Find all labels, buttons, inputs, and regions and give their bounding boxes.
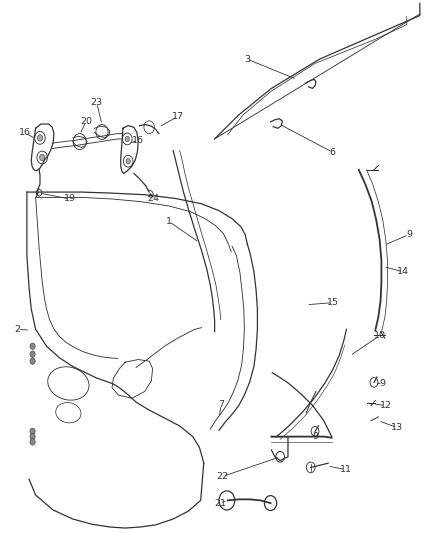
Text: 21: 21 [214,498,226,507]
Circle shape [125,136,130,142]
Circle shape [30,351,35,358]
Text: 13: 13 [391,423,403,432]
Text: 6: 6 [329,148,336,157]
Text: 9: 9 [312,432,318,441]
Text: 1: 1 [166,217,172,226]
Text: 20: 20 [80,117,92,126]
Text: 2: 2 [14,325,20,334]
Circle shape [30,439,35,445]
Circle shape [30,433,35,440]
Text: 7: 7 [218,400,224,409]
Circle shape [39,155,45,161]
Text: 14: 14 [397,268,409,276]
Text: 10: 10 [374,331,386,340]
Text: 12: 12 [380,401,392,410]
Text: 19: 19 [64,195,76,204]
Text: 3: 3 [244,55,251,63]
Text: 23: 23 [91,98,103,107]
Circle shape [30,358,35,365]
Circle shape [37,135,42,141]
Text: 17: 17 [172,112,184,121]
Text: 9: 9 [380,379,386,388]
Circle shape [126,159,131,164]
Text: 16: 16 [19,128,31,137]
Text: 15: 15 [326,298,339,307]
Text: 9: 9 [406,230,412,239]
Circle shape [30,343,35,350]
Text: 22: 22 [216,472,229,481]
Text: 24: 24 [148,195,159,204]
Text: 16: 16 [132,136,144,145]
Circle shape [30,428,35,434]
Text: 11: 11 [339,465,352,474]
